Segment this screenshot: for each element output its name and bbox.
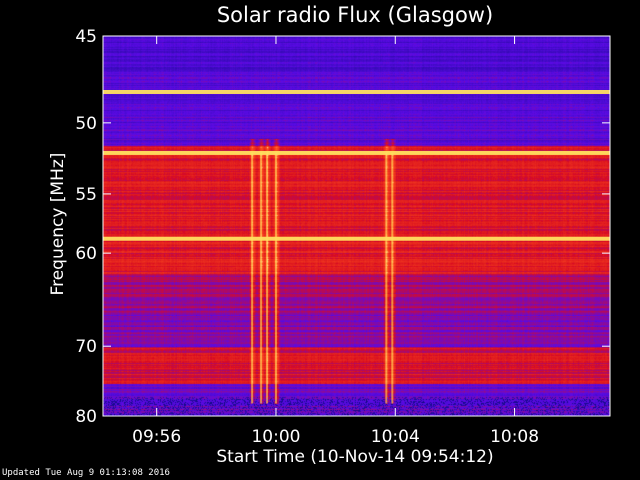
burst-streak-2 xyxy=(266,152,269,404)
burst-streak-3 xyxy=(274,152,277,404)
y-tick-label: 55 xyxy=(75,185,97,205)
burst-streak-5 xyxy=(391,152,394,404)
x-tick-label: 10:04 xyxy=(371,427,420,447)
burst-streak-4 xyxy=(385,152,388,404)
x-tick-label: 10:00 xyxy=(251,427,300,447)
emission-line-0 xyxy=(103,89,610,94)
spectrogram-raster xyxy=(103,36,610,416)
y-tick-label: 70 xyxy=(75,337,97,357)
burst-streak-1 xyxy=(260,152,263,404)
chart-title: Solar radio Flux (Glasgow) xyxy=(217,3,493,27)
updated-timestamp: Updated Tue Aug 9 01:13:08 2016 xyxy=(2,468,170,478)
burst-streak-0 xyxy=(251,152,254,404)
y-tick-label: 80 xyxy=(75,407,97,427)
x-tick-label: 09:56 xyxy=(132,427,181,447)
plot-frame xyxy=(102,35,611,417)
plot-area xyxy=(102,35,611,417)
x-tick-label: 10:08 xyxy=(490,427,539,447)
y-tick-label: 60 xyxy=(75,244,97,264)
y-axis-label: Frequency [MHz] xyxy=(48,153,68,296)
x-axis: 09:56 10:00 10:04 10:08 xyxy=(132,36,539,447)
y-tick-label: 50 xyxy=(75,114,97,134)
x-axis-label: Start Time (10-Nov-14 09:54:12) xyxy=(216,447,493,467)
emission-line-1 xyxy=(103,150,610,155)
emission-line-2 xyxy=(103,236,610,241)
y-axis: 45 50 55 60 70 80 xyxy=(75,27,610,427)
y-tick-label: 45 xyxy=(75,27,97,47)
